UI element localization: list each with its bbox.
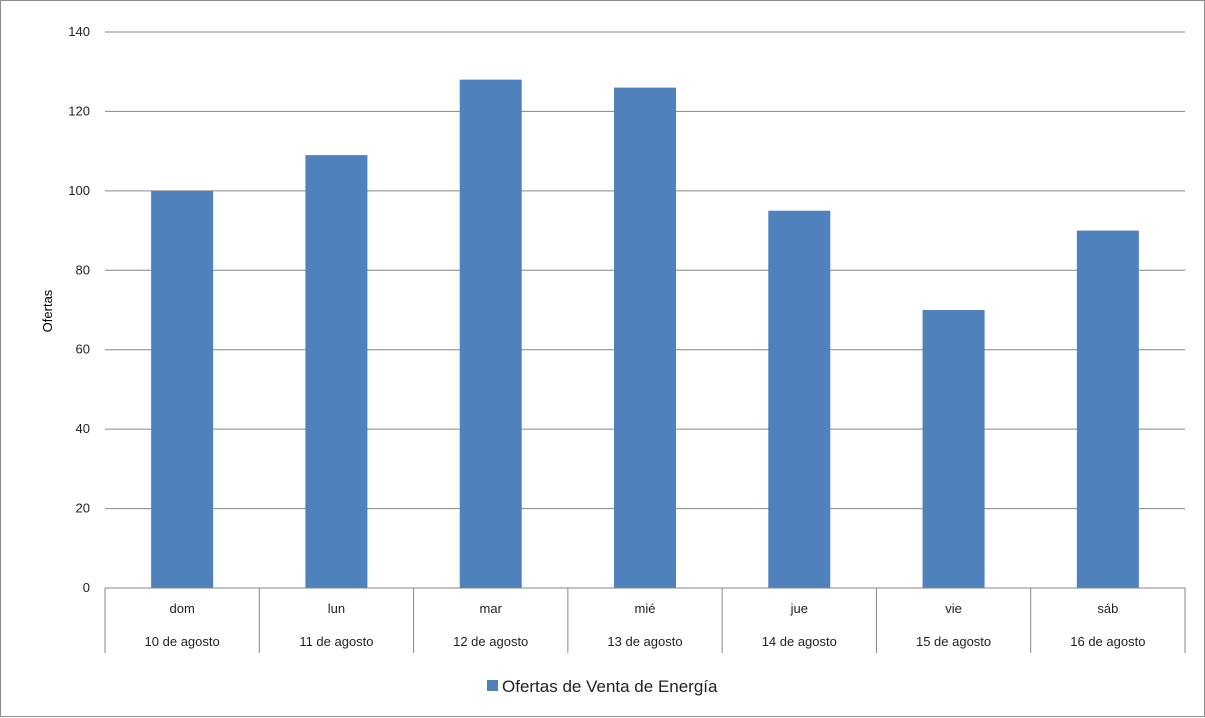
x-axis: dom 10 de agosto lun 11 de agosto mar 12 de a… <box>104 587 1186 653</box>
y-axis-title: Ofertas <box>40 289 55 332</box>
x-tick-day-label: jue <box>790 601 808 616</box>
x-tick-date-label: 10 de agosto <box>145 634 220 649</box>
x-tick-date-label: 12 de agosto <box>453 634 528 649</box>
bar <box>459 79 522 589</box>
bars <box>151 79 1139 589</box>
y-tick-label: 60 <box>76 342 90 357</box>
y-tick-label: 140 <box>68 24 90 39</box>
y-tick-label: 120 <box>68 103 90 118</box>
y-tick-label: 20 <box>76 501 90 516</box>
y-tick-label: 80 <box>76 262 90 277</box>
y-tick-label: 0 <box>83 580 90 595</box>
bar <box>151 190 214 588</box>
x-tick-day-label: lun <box>328 601 345 616</box>
x-tick-day-label: mié <box>635 601 656 616</box>
legend-label: Ofertas de Venta de Energía <box>502 677 718 696</box>
x-tick-day-label: vie <box>945 601 962 616</box>
bar <box>1076 230 1139 589</box>
x-tick-date-label: 15 de agosto <box>916 634 991 649</box>
x-tick-date-label: 16 de agosto <box>1070 634 1145 649</box>
legend-swatch <box>487 680 498 691</box>
y-tick-label: 40 <box>76 421 90 436</box>
x-tick-date-label: 11 de agosto <box>299 634 373 649</box>
bar <box>305 155 368 588</box>
x-tick-date-label: 13 de agosto <box>607 634 682 649</box>
x-tick-day-label: sáb <box>1097 601 1118 616</box>
bar <box>768 210 831 588</box>
bar <box>614 87 676 588</box>
legend: Ofertas de Venta de Energía <box>487 677 718 696</box>
x-tick-day-label: dom <box>169 601 194 616</box>
y-tick-label: 100 <box>68 183 90 198</box>
x-tick-day-label: mar <box>480 601 503 616</box>
bar <box>922 310 985 588</box>
x-tick-date-label: 14 de agosto <box>762 634 837 649</box>
y-axis-ticks: 0 20 40 60 80 100 120 140 <box>68 24 90 595</box>
